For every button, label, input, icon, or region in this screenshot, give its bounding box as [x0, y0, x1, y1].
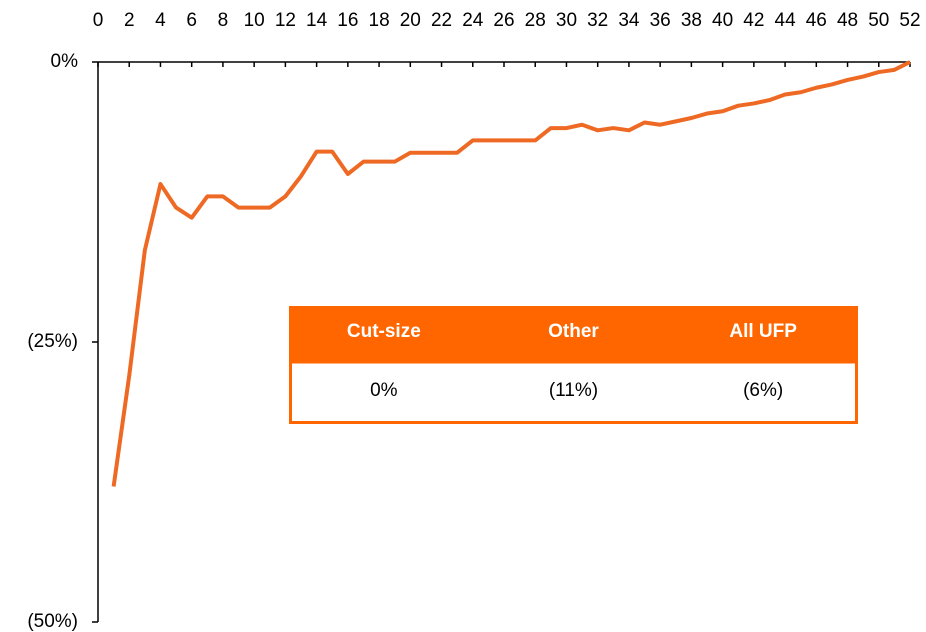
y-tick-label: (25%) — [27, 331, 78, 352]
y-tick-label: (50%) — [27, 611, 78, 632]
x-tick-label: 16 — [337, 10, 358, 31]
table-cell: (11%) — [549, 380, 598, 401]
table-header-cell: All UFP — [729, 321, 797, 342]
x-tick-label: 48 — [837, 10, 858, 31]
x-tick-label: 42 — [743, 10, 764, 31]
x-tick-label: 44 — [775, 10, 797, 31]
table-row — [289, 360, 858, 424]
x-tick-label: 28 — [525, 10, 546, 31]
x-tick-label: 32 — [587, 10, 608, 31]
x-tick-label: 10 — [244, 10, 265, 31]
x-tick-label: 12 — [275, 10, 296, 31]
x-tick-label: 36 — [650, 10, 671, 31]
x-tick-label: 8 — [218, 10, 229, 31]
table-header — [289, 306, 858, 362]
x-tick-label: 50 — [868, 10, 889, 31]
x-tick-label: 20 — [400, 10, 421, 31]
x-tick-label: 38 — [681, 10, 702, 31]
x-tick-label: 40 — [712, 10, 733, 31]
line — [111, 60, 911, 487]
x-tick-label: 0 — [93, 10, 104, 31]
x-tick-label: 6 — [186, 10, 197, 31]
x-tick-label: 18 — [369, 10, 390, 31]
x-tick-label: 34 — [618, 10, 640, 31]
x-tick-label: 52 — [899, 10, 920, 31]
x-tick-label: 26 — [493, 10, 514, 31]
y-tick-label: 0% — [51, 51, 79, 72]
table-cell: 0% — [370, 380, 398, 401]
x-tick-label: 30 — [556, 10, 577, 31]
x-tick-label: 24 — [462, 10, 484, 31]
x-tick-label: 2 — [124, 10, 135, 31]
x-tick-label: 4 — [155, 10, 166, 31]
x-tick-label: 46 — [806, 10, 827, 31]
table-header-cell: Other — [548, 321, 599, 342]
x-tick-label: 14 — [306, 10, 328, 31]
table-header-cell: Cut-size — [347, 321, 421, 342]
x-tick-label: 22 — [431, 10, 452, 31]
table-cell: (6%) — [743, 380, 783, 401]
